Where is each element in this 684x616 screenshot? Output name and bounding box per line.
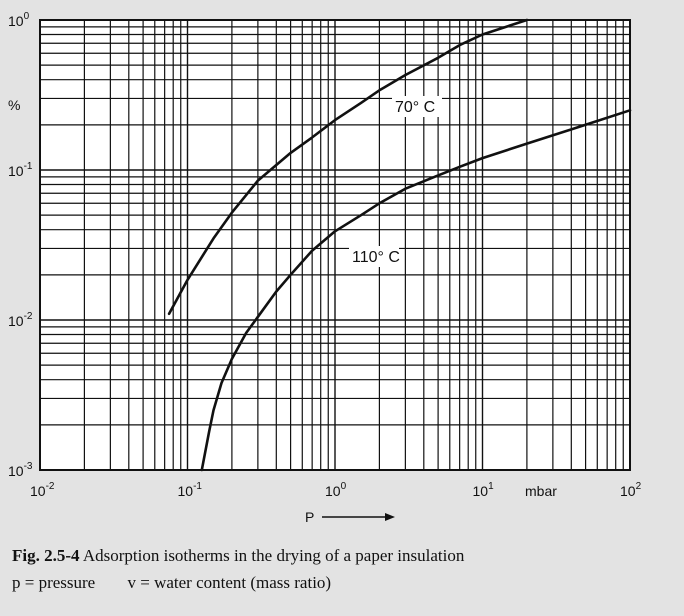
figure-number: Fig. 2.5-4 xyxy=(12,546,80,565)
series-label-bg xyxy=(349,246,399,267)
caption-title-line: Fig. 2.5-4 Adsorption isotherms in the d… xyxy=(12,542,464,569)
series-label: 70° C xyxy=(395,99,435,116)
legend-pressure: p = pressure xyxy=(12,573,96,592)
x-axis-label: P xyxy=(305,509,314,525)
series-line xyxy=(200,109,632,472)
y-tick-label: 100 xyxy=(8,11,30,29)
x-tick-label: 101 xyxy=(473,481,495,499)
caption-legend-line: p = pressure v = water content (mass rat… xyxy=(12,569,464,596)
y-tick-label: 10-3 xyxy=(8,461,33,479)
y-tick-label: 10-1 xyxy=(8,161,33,179)
series-label: 110° C xyxy=(352,249,400,266)
adsorption-isotherm-chart: 10-3 10-2 10-1 100 10-2 10-1 100 101 102 mbar% P 70… xyxy=(8,11,642,525)
x-tick-label: 100 xyxy=(325,481,347,499)
x-unit-label: mbar xyxy=(525,483,557,499)
figure-caption: Fig. 2.5-4 Adsorption isotherms in the d… xyxy=(12,542,464,596)
series-line xyxy=(167,18,529,316)
figure-title: Adsorption isotherms in the drying of a … xyxy=(82,546,465,565)
x-axis-arrow-head xyxy=(385,513,395,521)
y-tick-label: 10-2 xyxy=(8,311,33,329)
x-tick-label: 10-2 xyxy=(30,481,55,499)
x-tick-label: 102 xyxy=(620,481,642,499)
x-tick-label: 10-1 xyxy=(178,481,203,499)
y-unit-label: % xyxy=(8,97,20,113)
plot-frame xyxy=(39,19,631,471)
series-label-bg xyxy=(392,96,442,117)
legend-water-content: v = water content (mass ratio) xyxy=(127,573,332,592)
